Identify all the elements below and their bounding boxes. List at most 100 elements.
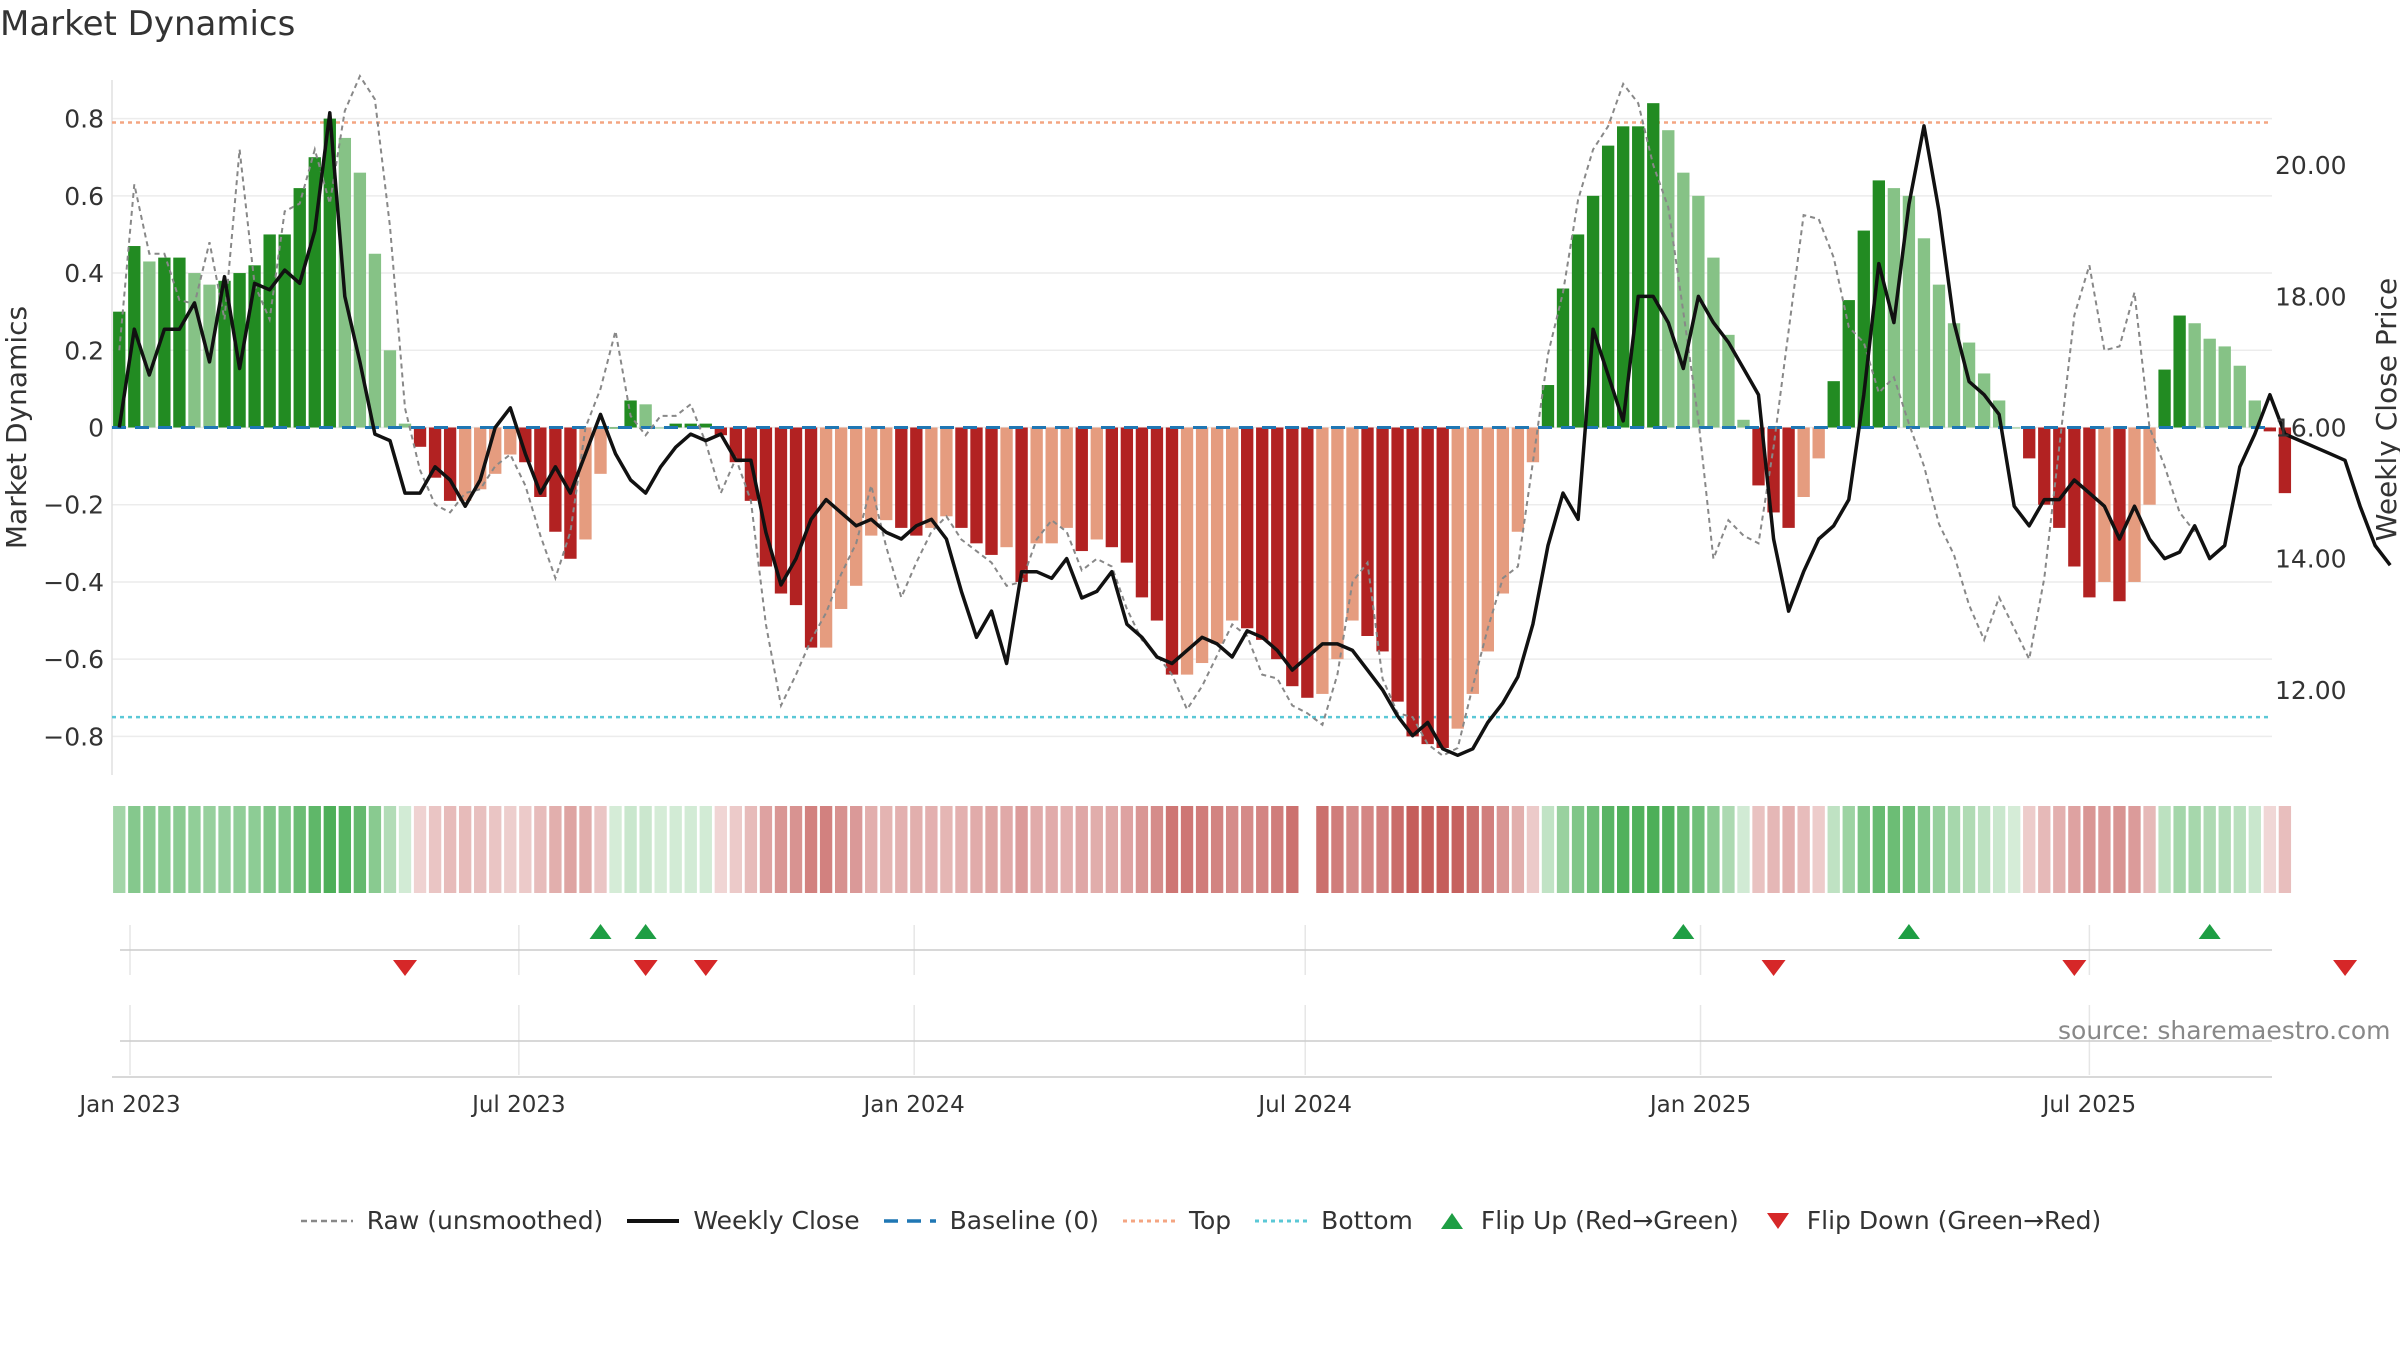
momentum-bar: [925, 427, 938, 528]
regime-strip-cell: [1977, 806, 1991, 893]
momentum-bar: [1917, 238, 1931, 428]
regime-strip-cell: [398, 806, 412, 893]
regime-strip-cell: [1331, 806, 1344, 893]
momentum-bar: [1782, 427, 1795, 528]
regime-strip-cell: [2158, 806, 2171, 893]
momentum-bar: [895, 427, 908, 528]
x-tick-label: Jul 2023: [470, 1092, 566, 1118]
regime-strip-cell: [1496, 806, 1510, 893]
momentum-bar: [985, 427, 998, 555]
regime-strip-cell: [2188, 806, 2201, 893]
regime-strip-cell: [2023, 806, 2036, 893]
momentum-bar: [684, 423, 697, 428]
momentum-bar: [368, 253, 382, 428]
momentum-bar: [188, 273, 201, 428]
momentum-bar: [1060, 427, 1073, 528]
legend-item-raw: Raw (unsmoothed): [299, 1206, 603, 1235]
regime-strip-cell: [2218, 806, 2231, 893]
momentum-bar: [2278, 427, 2292, 494]
momentum-bar: [1406, 427, 1419, 737]
regime-strip-cell: [1421, 806, 1434, 893]
regime-strip-cell: [1902, 806, 1916, 893]
regime-strip-cell: [504, 806, 517, 893]
momentum-bar: [1361, 427, 1374, 636]
regime-strip-cell: [1692, 806, 1705, 893]
regime-strip-cell: [1722, 806, 1735, 893]
x-tick-label: Jan 2024: [862, 1092, 965, 1118]
regime-strip-cell: [1376, 806, 1389, 893]
regime-strip-cell: [1767, 806, 1780, 893]
momentum-bar: [1135, 427, 1149, 598]
momentum-bar: [353, 172, 367, 428]
regime-strip-cell: [1872, 806, 1886, 893]
momentum-bar: [1045, 427, 1058, 544]
momentum-bar: [714, 427, 727, 436]
regime-strip-cell: [368, 806, 382, 893]
momentum-bar: [639, 404, 652, 428]
regime-strip-cell: [819, 806, 833, 893]
x-tick-label: Jan 2025: [1648, 1092, 1751, 1118]
regime-strip-cell: [1752, 806, 1765, 893]
regime-strip-cell: [1812, 806, 1825, 893]
regime-strip-cell: [1271, 806, 1284, 893]
momentum-bar: [970, 427, 983, 544]
momentum-bar: [1075, 427, 1088, 552]
momentum-bar: [1225, 427, 1239, 621]
regime-strip-cell: [1947, 806, 1961, 893]
regime-strip-cell: [1857, 806, 1870, 893]
regime-strip-cell: [925, 806, 938, 893]
momentum-bar: [2248, 400, 2261, 428]
momentum-bar: [1180, 427, 1194, 675]
regime-strip-cell: [1000, 806, 1013, 893]
momentum-bar: [2188, 323, 2201, 428]
momentum-bar: [880, 427, 893, 521]
regime-strip-cell: [458, 806, 472, 893]
y2-tick-label: 12.00: [2275, 676, 2347, 705]
momentum-bar: [2263, 427, 2277, 432]
momentum-bar: [1120, 427, 1134, 563]
regime-strip-cell: [2083, 806, 2096, 893]
regime-strip-cell: [880, 806, 893, 893]
momentum-bar: [1331, 427, 1344, 660]
regime-strip-cell: [564, 806, 577, 893]
momentum-bar: [1707, 257, 1720, 428]
momentum-bar: [1481, 427, 1494, 652]
regime-strip-cell: [1256, 806, 1269, 893]
legend-item-bottom: Bottom: [1253, 1206, 1413, 1235]
regime-strip-cell: [1225, 806, 1239, 893]
regime-strip-cell: [2233, 806, 2246, 893]
momentum-bar: [1391, 427, 1404, 702]
momentum-bar: [910, 427, 923, 536]
regime-strip-cell: [203, 806, 216, 893]
momentum-bar: [173, 257, 186, 428]
regime-strip-cell: [1090, 806, 1103, 893]
regime-strip-cell: [639, 806, 652, 893]
momentum-bar: [1195, 427, 1209, 664]
regime-strip-cell: [1120, 806, 1134, 893]
y-axis-label: Market Dynamics: [0, 306, 33, 549]
momentum-bar: [2218, 346, 2231, 428]
regime-strip-cell: [353, 806, 367, 893]
regime-strip-cell: [2128, 806, 2141, 893]
regime-strip-cell: [970, 806, 983, 893]
regime-strip-cell: [2248, 806, 2261, 893]
regime-strip-cell: [1887, 806, 1901, 893]
momentum-bar: [278, 234, 291, 428]
momentum-bar: [1737, 419, 1750, 428]
regime-strip-cell: [1361, 806, 1374, 893]
weekly-close-line: [117, 111, 2392, 758]
regime-strip-cell: [1075, 806, 1088, 893]
momentum-bar: [1210, 427, 1224, 644]
momentum-bar: [789, 427, 803, 606]
y-tick-label: −0.2: [43, 491, 104, 520]
momentum-bar: [2038, 427, 2051, 505]
legend-item-baseline: Baseline (0): [882, 1206, 1099, 1235]
regime-strip-cell: [850, 806, 863, 893]
regime-strip-cell: [1962, 806, 1976, 893]
source-attribution: source: sharemaestro.com: [2058, 1016, 2391, 1045]
regime-strip-cell: [1135, 806, 1149, 893]
momentum-bar: [489, 427, 502, 474]
regime-strip-cell: [579, 806, 592, 893]
momentum-bar: [458, 427, 472, 501]
regime-strip-cell: [474, 806, 487, 893]
